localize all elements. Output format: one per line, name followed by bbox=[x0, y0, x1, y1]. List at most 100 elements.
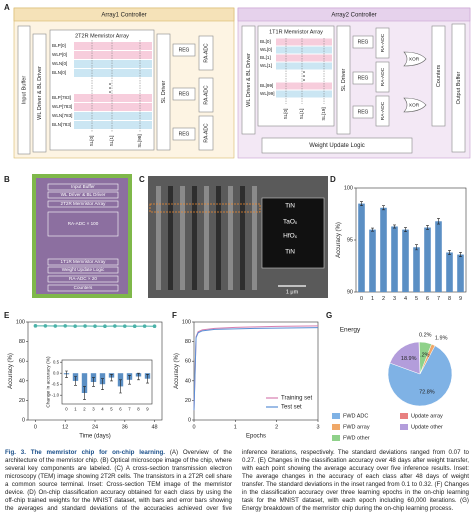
plot-frame bbox=[61, 359, 153, 405]
tem-column bbox=[204, 186, 209, 290]
x-tick-label: 9 bbox=[459, 296, 462, 302]
bar bbox=[457, 254, 464, 292]
legend-swatch bbox=[332, 424, 340, 430]
reg bbox=[172, 127, 196, 141]
point bbox=[132, 324, 137, 329]
label: BL[99] bbox=[260, 83, 273, 88]
error-bar bbox=[119, 379, 122, 394]
tem-column bbox=[216, 186, 221, 290]
point bbox=[152, 324, 157, 329]
ra-adc bbox=[375, 27, 390, 59]
y-tick-label: 0.5 bbox=[53, 359, 60, 364]
label: RA-ADC bbox=[203, 43, 209, 63]
y-axis-label: Accuracy (%) bbox=[8, 353, 14, 389]
xor-gate bbox=[403, 51, 427, 67]
point bbox=[142, 324, 147, 328]
error-bar bbox=[437, 218, 440, 225]
label: RA-ADC bbox=[203, 123, 209, 143]
label: HfOₓ bbox=[283, 233, 298, 240]
tem-column bbox=[252, 186, 257, 290]
label: Input Buffer bbox=[71, 184, 95, 189]
error-bar bbox=[146, 374, 149, 384]
error-bar bbox=[137, 372, 140, 381]
x-tick-label: 1 bbox=[74, 406, 77, 411]
caption-text: (A) Overview of the architecture of the … bbox=[5, 449, 469, 512]
xor-gate bbox=[403, 97, 427, 113]
error-bar bbox=[128, 375, 131, 385]
ra-adc bbox=[198, 115, 214, 151]
series-line bbox=[193, 327, 319, 411]
error-bar bbox=[83, 386, 86, 400]
x-tick-label: 12 bbox=[62, 424, 68, 430]
row-stripe bbox=[74, 42, 152, 50]
label: WL Driver & BL Driver bbox=[61, 192, 106, 197]
label: 2T2R Memristor Array bbox=[75, 33, 129, 39]
legend-label: FWD other bbox=[343, 435, 370, 441]
error-bar bbox=[74, 376, 77, 386]
controller-header bbox=[13, 7, 235, 22]
panel-label: D bbox=[330, 175, 336, 184]
y-axis-label: Accuracy (%) bbox=[174, 353, 180, 389]
label: RA-ADC × 20 bbox=[69, 276, 97, 281]
x-tick-label: 0 bbox=[34, 424, 37, 430]
counters bbox=[431, 25, 446, 127]
point bbox=[33, 324, 38, 328]
x-tick-label: 9 bbox=[146, 406, 149, 411]
error-bar bbox=[110, 374, 113, 382]
x-tick-label: 3 bbox=[92, 406, 95, 411]
label: WL[1] bbox=[260, 63, 272, 68]
label: TaOₓ bbox=[283, 219, 298, 226]
y-tick-label: -1.0 bbox=[52, 392, 60, 397]
y-tick-label: 20 bbox=[185, 398, 191, 404]
label: WL[0] bbox=[260, 47, 272, 52]
ellipsis-dot bbox=[109, 91, 111, 93]
y-tick-label: 60 bbox=[19, 359, 25, 365]
legend-swatch bbox=[332, 413, 340, 419]
x-tick-label: 36 bbox=[122, 424, 128, 430]
point bbox=[63, 324, 68, 328]
legend-label: Test set bbox=[281, 405, 302, 411]
label: XOR bbox=[409, 56, 420, 62]
y-tick-label: -0.5 bbox=[52, 381, 60, 386]
point bbox=[83, 324, 87, 328]
ra-adc bbox=[375, 61, 390, 93]
ellipsis-dot bbox=[303, 71, 305, 73]
x-tick-label: 3 bbox=[316, 424, 319, 430]
reg bbox=[352, 35, 374, 49]
row-stripe bbox=[74, 51, 152, 59]
label: BL[0] bbox=[260, 39, 271, 44]
label: BL[1] bbox=[260, 55, 271, 60]
label: SL Driver bbox=[161, 80, 167, 103]
label: RA-ADC bbox=[380, 101, 386, 120]
legend-swatch bbox=[332, 435, 340, 441]
row-stripe bbox=[276, 90, 332, 98]
pie-slice bbox=[389, 341, 421, 375]
error-bar bbox=[426, 225, 429, 230]
error-bar bbox=[101, 378, 104, 390]
component-outline bbox=[47, 183, 119, 191]
label: REG bbox=[358, 39, 369, 45]
legend-label: Update array bbox=[411, 413, 443, 419]
error-bar bbox=[459, 252, 462, 257]
label: 2T2R Memristor Array bbox=[61, 201, 107, 206]
driver bbox=[241, 25, 256, 135]
label: WLN[0] bbox=[52, 61, 67, 66]
y-tick-label: 0.0 bbox=[53, 370, 60, 375]
row-stripe bbox=[74, 94, 152, 102]
row-stripe bbox=[276, 46, 332, 54]
label: SL[0] bbox=[283, 109, 288, 120]
x-tick-label: 8 bbox=[448, 296, 451, 302]
y-tick-label: 40 bbox=[185, 378, 191, 384]
y-tick-label: 40 bbox=[19, 378, 25, 384]
ra-adc bbox=[198, 77, 214, 113]
label: SL[19] bbox=[321, 107, 326, 120]
bar bbox=[81, 373, 88, 393]
legend-swatch bbox=[400, 424, 408, 430]
tem-column bbox=[240, 186, 245, 290]
bar bbox=[369, 229, 376, 292]
label: RA-ADC bbox=[380, 33, 386, 52]
row-stripe bbox=[276, 54, 332, 62]
figure: A Array1 Controller Input Buffer WL Driver … bbox=[4, 3, 471, 441]
label: SL[1] bbox=[299, 109, 304, 120]
error-bar bbox=[393, 224, 396, 229]
